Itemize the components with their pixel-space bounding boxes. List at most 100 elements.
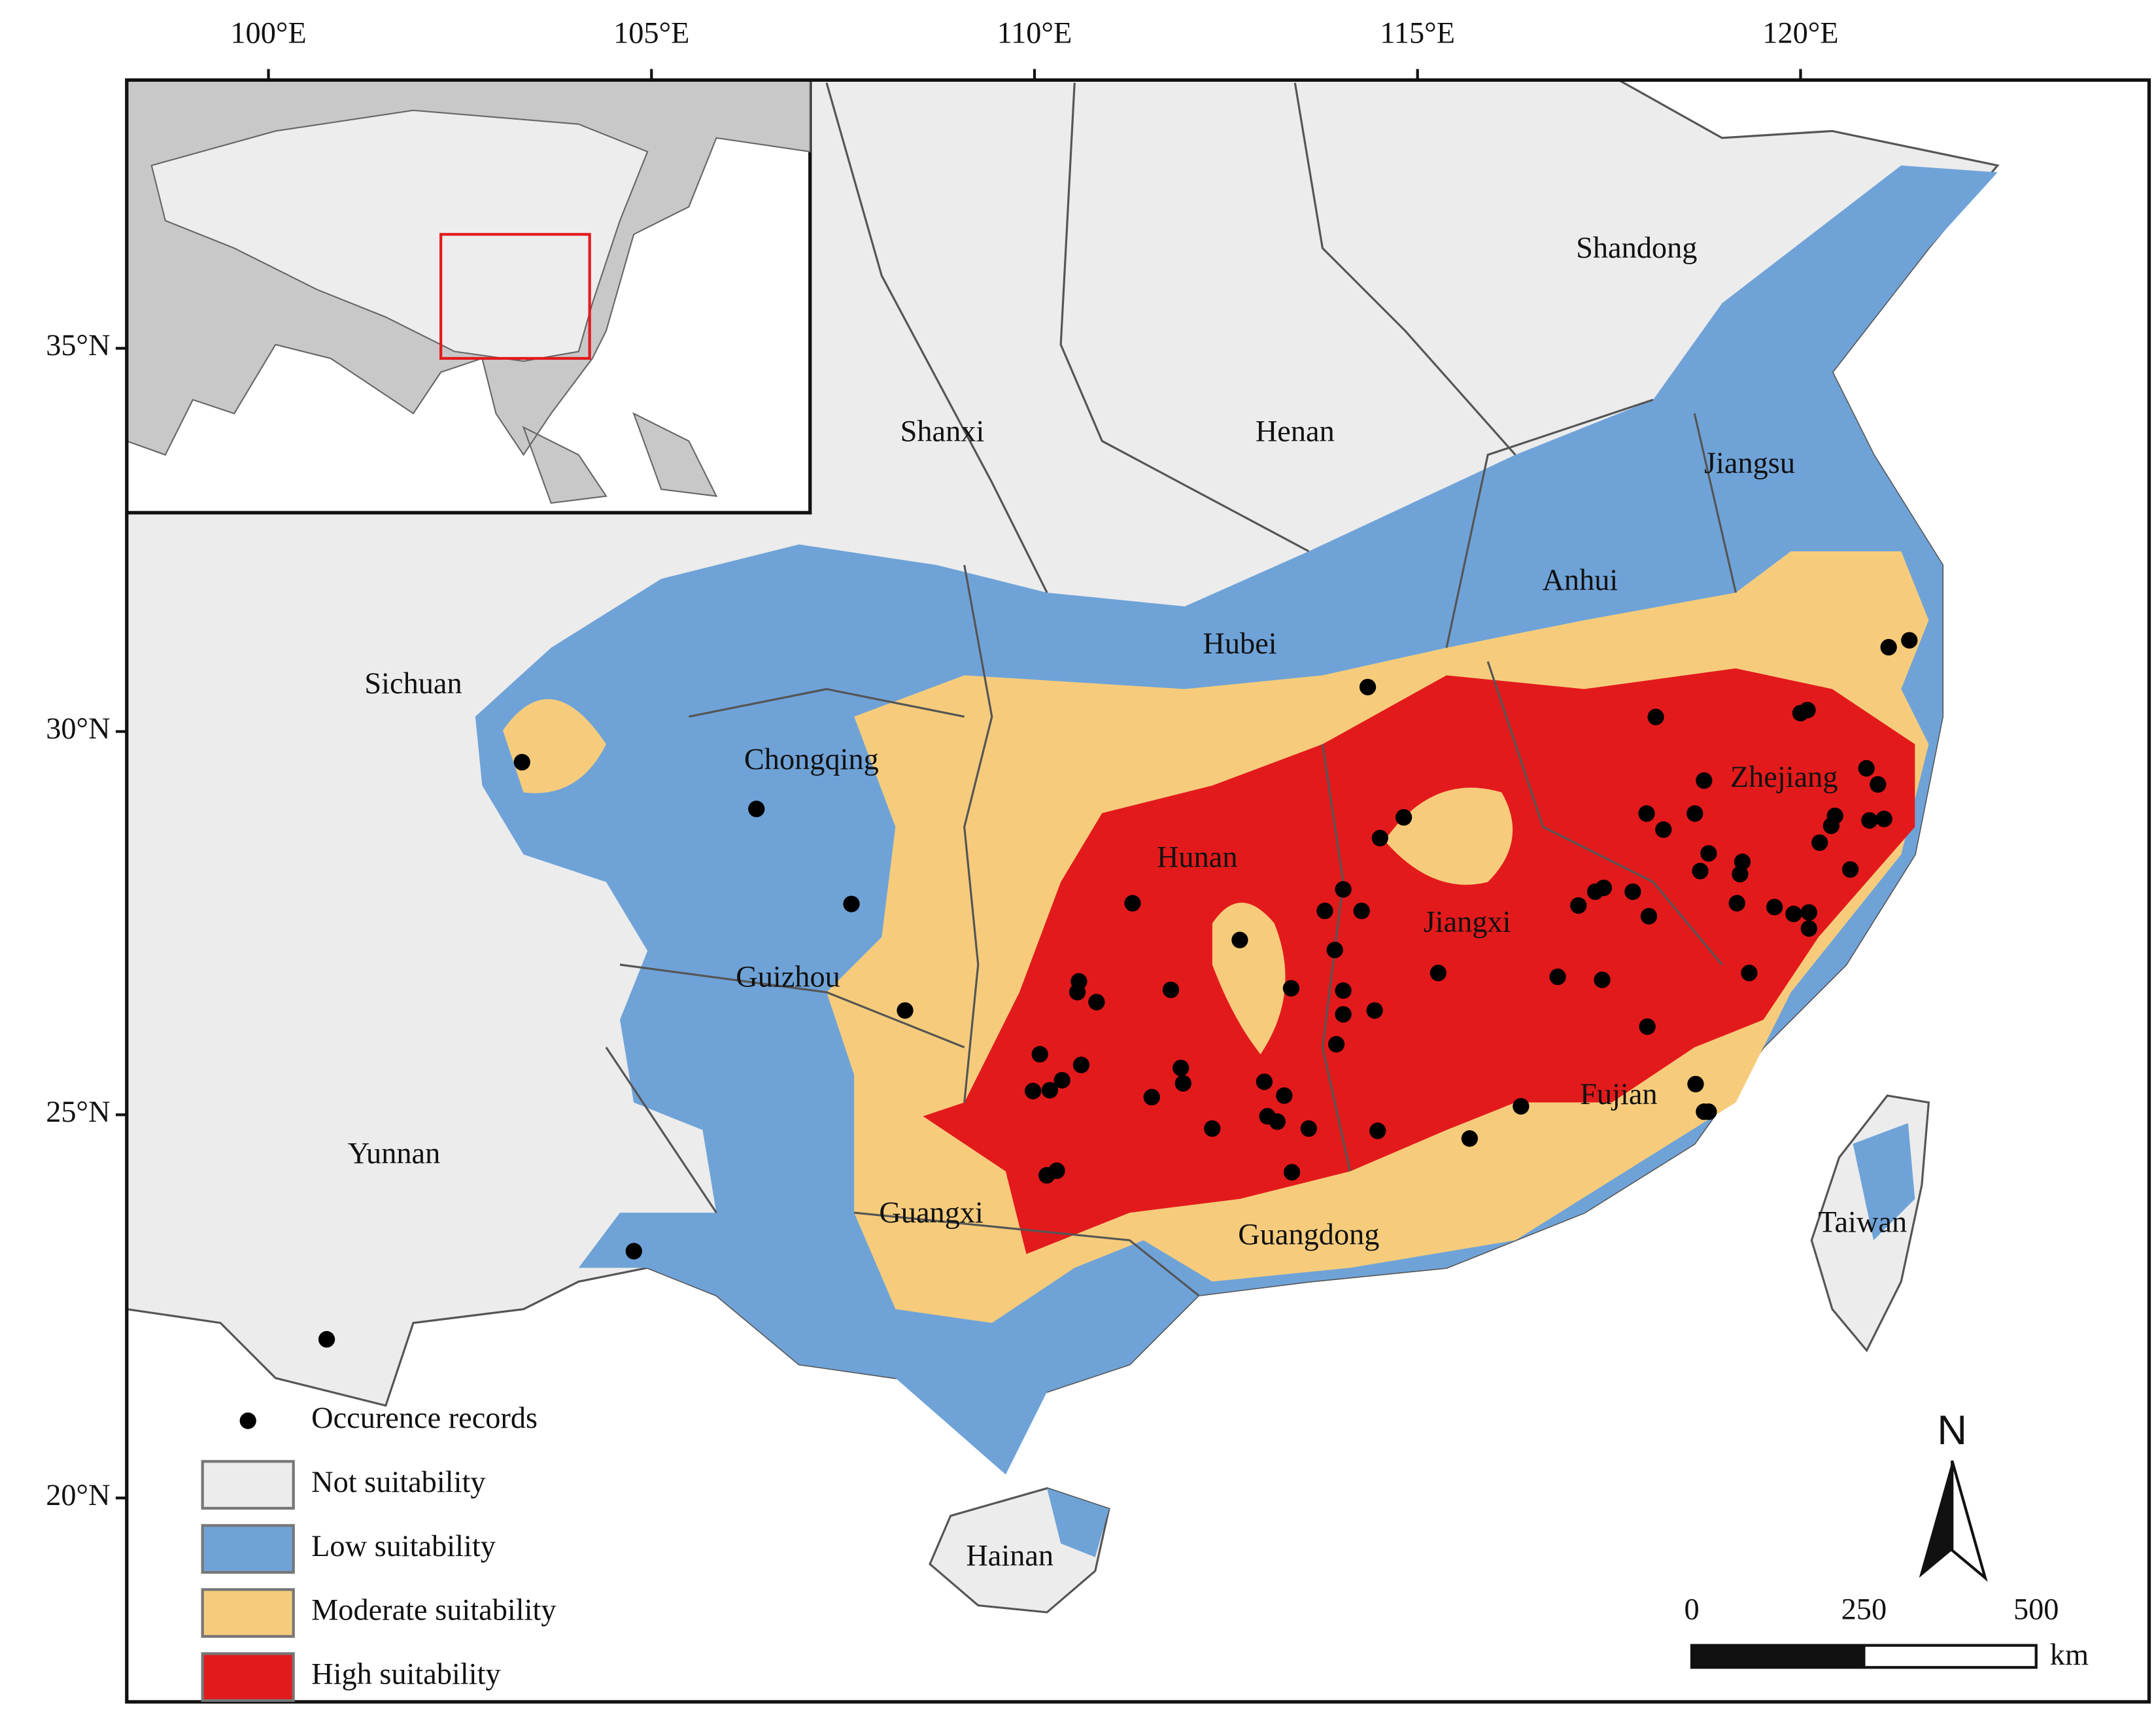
occurrence-point <box>1766 899 1783 916</box>
occurrence-point <box>1595 879 1613 897</box>
occurrence-point <box>1811 834 1828 851</box>
scale-label: 0 <box>1684 1593 1699 1627</box>
occurrence-point <box>897 1002 914 1019</box>
x-tick-label: 115°E <box>1380 17 1455 50</box>
occurrence-point <box>1143 1088 1160 1106</box>
occurrence-point <box>1335 1006 1352 1023</box>
province-label: Chongqing <box>744 743 879 776</box>
y-tick-label: 20°N <box>46 1479 110 1512</box>
occurrence-point <box>1282 980 1300 997</box>
occurrence-point <box>1655 821 1672 839</box>
occurrence-point <box>1624 883 1641 900</box>
province-label: Sichuan <box>364 667 462 701</box>
occurrence-point <box>1799 701 1816 719</box>
province-label: Shandong <box>1576 232 1697 265</box>
occurrence-point <box>1276 1087 1293 1104</box>
scale-label: 500 <box>2013 1593 2059 1627</box>
occurrence-point <box>1300 1120 1318 1137</box>
province-label: Hainan <box>966 1540 1053 1573</box>
province-label: Jiangxi <box>1424 905 1511 939</box>
scale-segment <box>1862 1644 2038 1669</box>
occurrence-point <box>1549 968 1566 986</box>
legend-swatch <box>201 1460 295 1510</box>
moderate-suitability-zone <box>1212 787 1513 1054</box>
province-label: Shanxi <box>900 415 985 448</box>
occurrence-point <box>1025 1082 1042 1099</box>
occurrence-point <box>843 895 860 912</box>
x-tick-label: 105°E <box>613 17 689 50</box>
occurrence-point <box>1088 994 1105 1011</box>
province-borders <box>605 82 1737 1296</box>
occurrence-point <box>1162 981 1180 998</box>
occurrence-point <box>1639 1018 1656 1035</box>
occurrence-point <box>1800 904 1817 921</box>
hainan-low <box>1047 1488 1109 1557</box>
scale-label: 250 <box>1841 1593 1887 1627</box>
occurrence-point <box>1072 1056 1090 1073</box>
occurrence-point <box>748 801 765 818</box>
occurrence-point <box>1269 1113 1286 1130</box>
province-label: Taiwan <box>1818 1206 1907 1239</box>
legend-swatch <box>201 1524 295 1574</box>
occurrence-point <box>1638 805 1655 822</box>
occurrence-point <box>1369 1122 1386 1139</box>
occurrence-point <box>1822 817 1839 835</box>
occurrence-point <box>1041 1082 1059 1099</box>
occurrence-point <box>318 1331 335 1348</box>
legend-point <box>239 1412 256 1429</box>
occurrence-point <box>1124 895 1141 912</box>
occurrence-point <box>1461 1130 1479 1147</box>
occurrence-point <box>1256 1073 1273 1090</box>
legend-swatch <box>201 1588 295 1638</box>
north-label: N <box>1937 1408 1967 1453</box>
province-label: Yunnan <box>348 1137 441 1170</box>
y-tick-label: 25°N <box>46 1096 110 1129</box>
x-tick-label: 110°E <box>997 17 1072 50</box>
occurrence-point <box>1429 964 1446 982</box>
province-label: Guizhou <box>736 961 840 994</box>
province-label: Fujian <box>1580 1078 1657 1111</box>
scale-segment <box>1690 1644 1866 1669</box>
occurrence-point <box>625 1243 642 1260</box>
occurrence-point <box>1204 1120 1221 1137</box>
occurrence-point <box>1174 1075 1191 1092</box>
occurrence-point <box>1594 971 1611 988</box>
occurrence-point <box>1734 853 1751 871</box>
province-label: Anhui <box>1542 564 1618 597</box>
legend-label: Not suitability <box>311 1466 485 1499</box>
occurrence-point <box>1335 881 1352 898</box>
legend-label: Low suitability <box>311 1530 496 1563</box>
inset-china <box>150 109 649 362</box>
occurrence-point <box>1692 863 1709 880</box>
occurrence-point <box>1053 1071 1070 1089</box>
x-tick-label: 100°E <box>230 17 306 50</box>
map-frame <box>125 78 2151 1704</box>
occurrence-point <box>1700 1103 1717 1120</box>
occurrence-point <box>1359 678 1377 696</box>
legend-label: High suitability <box>311 1658 501 1691</box>
occurrence-point <box>1880 638 1897 656</box>
legend-label: Occurence records <box>311 1402 538 1435</box>
occurrence-point <box>1741 964 1758 982</box>
province-label: Zhejiang <box>1730 761 1838 794</box>
occurrence-point <box>1700 845 1717 862</box>
inset-extent-box <box>439 233 591 360</box>
occurrence-point <box>1366 1002 1383 1019</box>
occurrence-point <box>1326 941 1343 959</box>
occurrence-point <box>1335 982 1352 999</box>
province-label: Jiangsu <box>1704 447 1795 480</box>
occurrence-point <box>1069 984 1086 1001</box>
high-suitability-zone <box>923 668 1915 1254</box>
occurrence-point <box>1283 1164 1301 1181</box>
occurrence-point <box>1728 895 1745 912</box>
occurrence-point <box>1696 772 1713 789</box>
occurrence-point <box>1858 760 1875 777</box>
occurrence-point <box>1841 861 1859 878</box>
province-label: Guangdong <box>1238 1219 1379 1252</box>
province-label: Henan <box>1256 415 1335 448</box>
occurrence-point <box>1031 1046 1048 1063</box>
occurrence-point <box>1316 902 1333 920</box>
occurrence-point <box>1686 805 1703 822</box>
occurrence-point <box>1172 1060 1189 1077</box>
